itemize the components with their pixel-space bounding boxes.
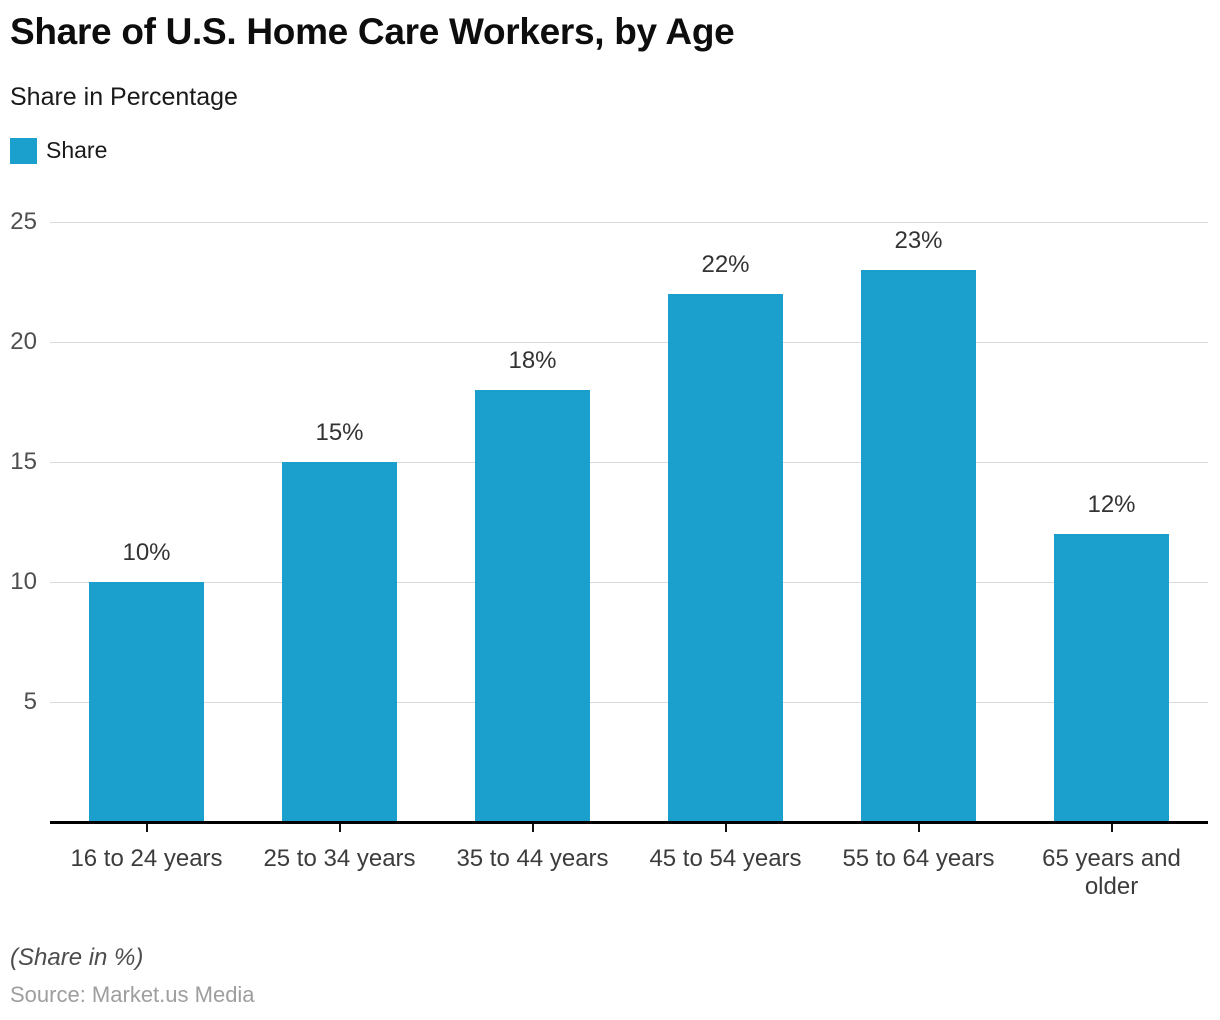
x-tick-label-3: 35 to 44 years — [436, 845, 629, 873]
x-axis-tick-3 — [531, 823, 534, 832]
x-tick-label-text: 45 to 54 years — [649, 845, 802, 872]
y-tick-label-5: 5 — [23, 688, 37, 715]
bar-5[interactable] — [861, 270, 976, 822]
x-tick-label-text: 55 to 64 years — [842, 845, 995, 872]
legend-swatch-icon — [10, 137, 37, 164]
bar-3[interactable] — [475, 390, 590, 822]
x-tick-label-text: 65 years and older — [1042, 845, 1181, 900]
bar-6[interactable] — [1054, 534, 1169, 822]
unit-note: (Share in %) — [10, 944, 144, 971]
legend-label: Share — [46, 137, 108, 163]
bar-1[interactable] — [89, 582, 204, 822]
legend: Share — [10, 137, 107, 164]
x-axis-tick-6 — [1110, 823, 1113, 832]
gridline-20 — [50, 342, 1208, 343]
x-tick-label-1: 16 to 24 years — [50, 845, 243, 873]
bar-value-label-3: 18% — [508, 347, 557, 374]
x-tick-label-text: 35 to 44 years — [456, 845, 609, 872]
gridline-10 — [50, 582, 1208, 583]
bar-value-label-1: 10% — [122, 539, 171, 566]
bar-4[interactable] — [668, 294, 783, 822]
x-tick-label-text: 25 to 34 years — [263, 845, 416, 872]
bar-value-label-6: 12% — [1087, 491, 1136, 518]
gridline-25 — [50, 222, 1208, 223]
chart-subtitle: Share in Percentage — [10, 83, 238, 111]
bar-2[interactable] — [282, 462, 397, 822]
y-tick-label-15: 15 — [10, 448, 37, 475]
x-tick-label-6: 65 years and older — [1015, 845, 1208, 901]
x-tick-label-5: 55 to 64 years — [822, 845, 1015, 873]
source-note: Source: Market.us Media — [10, 982, 255, 1007]
x-axis-tick-1 — [145, 823, 148, 832]
bar-value-label-5: 23% — [894, 227, 943, 254]
y-tick-label-10: 10 — [10, 568, 37, 595]
x-tick-label-text: 16 to 24 years — [70, 845, 223, 872]
x-axis-tick-4 — [724, 823, 727, 832]
y-tick-label-25: 25 — [10, 208, 37, 235]
x-axis-tick-2 — [338, 823, 341, 832]
x-tick-label-2: 25 to 34 years — [243, 845, 436, 873]
gridline-5 — [50, 702, 1208, 703]
bar-value-label-4: 22% — [701, 251, 750, 278]
y-tick-label-20: 20 — [10, 328, 37, 355]
gridline-15 — [50, 462, 1208, 463]
x-axis-line — [50, 821, 1208, 824]
x-axis-tick-5 — [917, 823, 920, 832]
bar-value-label-2: 15% — [315, 419, 364, 446]
chart-title: Share of U.S. Home Care Workers, by Age — [10, 11, 735, 52]
x-tick-label-4: 45 to 54 years — [629, 845, 822, 873]
